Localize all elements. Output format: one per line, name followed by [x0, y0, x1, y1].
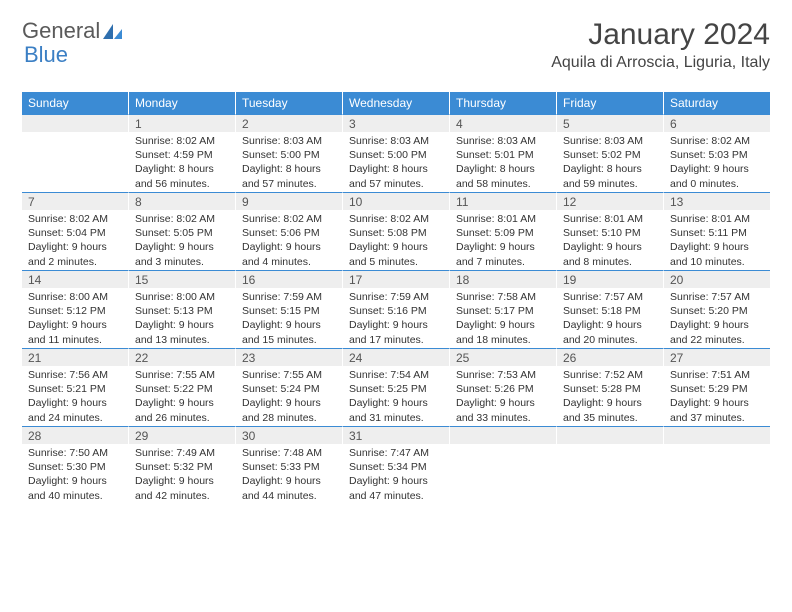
day-info: Sunrise: 7:57 AMSunset: 5:18 PMDaylight:… — [557, 288, 664, 348]
weekday-header: Saturday — [664, 92, 770, 114]
day-number: 13 — [664, 192, 770, 210]
weekday-header: Sunday — [22, 92, 129, 114]
weekday-header: Tuesday — [236, 92, 343, 114]
day-number: 1 — [129, 114, 236, 132]
day-number: 15 — [129, 270, 236, 288]
day-number: 29 — [129, 426, 236, 444]
weekday-header: Wednesday — [343, 92, 450, 114]
data-row: Sunrise: 7:50 AMSunset: 5:30 PMDaylight:… — [22, 444, 770, 504]
day-info: Sunrise: 7:59 AMSunset: 5:15 PMDaylight:… — [236, 288, 343, 348]
day-number: 6 — [664, 114, 770, 132]
day-number: 19 — [557, 270, 664, 288]
calendar: Sunday Monday Tuesday Wednesday Thursday… — [22, 92, 770, 504]
daynum-row: 14 15 16 17 18 19 20 — [22, 270, 770, 288]
day-info: Sunrise: 7:51 AMSunset: 5:29 PMDaylight:… — [664, 366, 770, 426]
day-info — [450, 444, 557, 504]
day-number: 25 — [450, 348, 557, 366]
day-number: 5 — [557, 114, 664, 132]
day-info: Sunrise: 8:03 AMSunset: 5:02 PMDaylight:… — [557, 132, 664, 192]
day-info: Sunrise: 8:02 AMSunset: 5:06 PMDaylight:… — [236, 210, 343, 270]
day-number: 20 — [664, 270, 770, 288]
daynum-row: 1 2 3 4 5 6 — [22, 114, 770, 132]
day-number — [450, 426, 557, 444]
day-info: Sunrise: 7:59 AMSunset: 5:16 PMDaylight:… — [343, 288, 450, 348]
day-number: 3 — [343, 114, 450, 132]
weekday-header-row: Sunday Monday Tuesday Wednesday Thursday… — [22, 92, 770, 114]
day-number — [22, 114, 129, 132]
day-info: Sunrise: 7:55 AMSunset: 5:22 PMDaylight:… — [129, 366, 236, 426]
day-info: Sunrise: 8:01 AMSunset: 5:11 PMDaylight:… — [664, 210, 770, 270]
day-info: Sunrise: 8:00 AMSunset: 5:12 PMDaylight:… — [22, 288, 129, 348]
title-block: January 2024 Aquila di Arroscia, Liguria… — [551, 18, 770, 72]
daynum-row: 21 22 23 24 25 26 27 — [22, 348, 770, 366]
day-info: Sunrise: 7:56 AMSunset: 5:21 PMDaylight:… — [22, 366, 129, 426]
day-info: Sunrise: 8:03 AMSunset: 5:00 PMDaylight:… — [343, 132, 450, 192]
day-number: 14 — [22, 270, 129, 288]
location: Aquila di Arroscia, Liguria, Italy — [551, 54, 770, 72]
day-number: 8 — [129, 192, 236, 210]
logo: General — [22, 18, 124, 44]
day-number: 22 — [129, 348, 236, 366]
day-number: 7 — [22, 192, 129, 210]
day-info: Sunrise: 8:03 AMSunset: 5:01 PMDaylight:… — [450, 132, 557, 192]
day-number: 24 — [343, 348, 450, 366]
day-info: Sunrise: 7:49 AMSunset: 5:32 PMDaylight:… — [129, 444, 236, 504]
data-row: Sunrise: 8:00 AMSunset: 5:12 PMDaylight:… — [22, 288, 770, 348]
data-row: Sunrise: 8:02 AMSunset: 4:59 PMDaylight:… — [22, 132, 770, 192]
day-info — [557, 444, 664, 504]
day-number: 2 — [236, 114, 343, 132]
day-number: 4 — [450, 114, 557, 132]
day-info: Sunrise: 7:57 AMSunset: 5:20 PMDaylight:… — [664, 288, 770, 348]
day-info: Sunrise: 8:02 AMSunset: 5:08 PMDaylight:… — [343, 210, 450, 270]
day-info: Sunrise: 8:01 AMSunset: 5:09 PMDaylight:… — [450, 210, 557, 270]
day-number: 23 — [236, 348, 343, 366]
day-number: 26 — [557, 348, 664, 366]
day-number: 27 — [664, 348, 770, 366]
logo-text-blue: Blue — [24, 42, 68, 68]
day-number: 10 — [343, 192, 450, 210]
day-number: 28 — [22, 426, 129, 444]
day-info: Sunrise: 8:02 AMSunset: 4:59 PMDaylight:… — [129, 132, 236, 192]
day-info: Sunrise: 8:02 AMSunset: 5:03 PMDaylight:… — [664, 132, 770, 192]
day-info: Sunrise: 8:00 AMSunset: 5:13 PMDaylight:… — [129, 288, 236, 348]
day-number — [664, 426, 770, 444]
logo-text-general: General — [22, 18, 100, 44]
daynum-row: 7 8 9 10 11 12 13 — [22, 192, 770, 210]
day-number: 21 — [22, 348, 129, 366]
weekday-header: Monday — [129, 92, 236, 114]
day-info: Sunrise: 7:58 AMSunset: 5:17 PMDaylight:… — [450, 288, 557, 348]
day-info: Sunrise: 8:01 AMSunset: 5:10 PMDaylight:… — [557, 210, 664, 270]
day-number: 11 — [450, 192, 557, 210]
day-number: 9 — [236, 192, 343, 210]
day-number: 31 — [343, 426, 450, 444]
daynum-row: 28 29 30 31 — [22, 426, 770, 444]
page-header: General January 2024 Aquila di Arroscia,… — [22, 18, 770, 72]
day-info: Sunrise: 7:48 AMSunset: 5:33 PMDaylight:… — [236, 444, 343, 504]
day-number: 30 — [236, 426, 343, 444]
logo-sail-icon — [102, 22, 124, 40]
day-number: 12 — [557, 192, 664, 210]
day-info: Sunrise: 8:02 AMSunset: 5:05 PMDaylight:… — [129, 210, 236, 270]
weekday-header: Friday — [557, 92, 664, 114]
data-row: Sunrise: 8:02 AMSunset: 5:04 PMDaylight:… — [22, 210, 770, 270]
day-info — [22, 132, 129, 192]
day-info: Sunrise: 7:54 AMSunset: 5:25 PMDaylight:… — [343, 366, 450, 426]
day-info: Sunrise: 7:52 AMSunset: 5:28 PMDaylight:… — [557, 366, 664, 426]
day-info: Sunrise: 8:03 AMSunset: 5:00 PMDaylight:… — [236, 132, 343, 192]
month-title: January 2024 — [551, 18, 770, 52]
day-info — [664, 444, 770, 504]
day-number: 18 — [450, 270, 557, 288]
day-number: 16 — [236, 270, 343, 288]
day-info: Sunrise: 7:55 AMSunset: 5:24 PMDaylight:… — [236, 366, 343, 426]
weekday-header: Thursday — [450, 92, 557, 114]
day-number — [557, 426, 664, 444]
day-info: Sunrise: 7:53 AMSunset: 5:26 PMDaylight:… — [450, 366, 557, 426]
day-info: Sunrise: 8:02 AMSunset: 5:04 PMDaylight:… — [22, 210, 129, 270]
day-number: 17 — [343, 270, 450, 288]
data-row: Sunrise: 7:56 AMSunset: 5:21 PMDaylight:… — [22, 366, 770, 426]
day-info: Sunrise: 7:50 AMSunset: 5:30 PMDaylight:… — [22, 444, 129, 504]
day-info: Sunrise: 7:47 AMSunset: 5:34 PMDaylight:… — [343, 444, 450, 504]
